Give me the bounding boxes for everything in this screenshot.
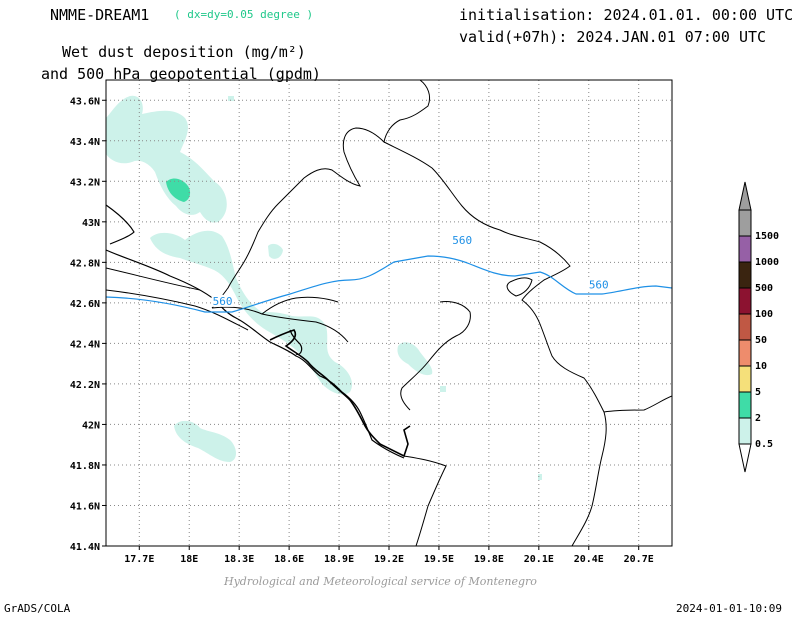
country-border [383, 141, 607, 546]
colorbar-arrow-low [738, 443, 752, 473]
coastline [269, 329, 411, 458]
colorbar-legend: 0.5 2 5 10 50 100 500 1000 1500 [738, 181, 779, 473]
colorbar-label: 2 [755, 413, 761, 424]
colorbar-swatch [738, 261, 752, 289]
colorbar-label: 1500 [755, 231, 779, 242]
colorbar-swatch [738, 391, 752, 419]
credit-text: Hydrological and Meteorological service … [224, 575, 537, 588]
lat-tick-label: 43.6N [70, 96, 100, 107]
dust-area-medium [166, 178, 191, 202]
lat-tick-label: 43.2N [70, 177, 100, 188]
footer-software: GrADS/COLA [4, 602, 71, 615]
lat-tick-label: 43N [82, 218, 100, 229]
colorbar-label: 10 [755, 361, 767, 372]
lat-tick-label: 42.8N [70, 258, 100, 269]
lon-tick-label: 19.2E [374, 554, 404, 565]
lon-tick-label: 18.6E [274, 554, 304, 565]
lon-tick-label: 20.1E [524, 554, 554, 565]
lon-tick-label: 18.3E [224, 554, 254, 565]
colorbar-swatch [738, 209, 752, 237]
map-title-line2: and 500 hPa geopotential (gpdm) [41, 65, 321, 83]
dust-area [228, 96, 234, 101]
dust-area [440, 386, 446, 392]
contour-label: 560 [452, 234, 472, 247]
dust-area [397, 342, 433, 376]
valid-time: valid(+07h): 2024.JAN.01 07:00 UTC [459, 28, 767, 46]
country-border [603, 395, 672, 413]
colorbar-label: 1000 [755, 257, 779, 268]
contour-label: 560 [589, 279, 609, 292]
colorbar-swatch [738, 313, 752, 341]
country-border [506, 277, 533, 297]
lon-tick-label: 20.7E [624, 554, 654, 565]
coastline [289, 329, 303, 355]
coastline [106, 204, 405, 459]
lon-tick-label: 18E [180, 554, 198, 565]
country-border [400, 301, 471, 411]
dust-area [268, 243, 283, 259]
lat-tick-label: 42.4N [70, 339, 100, 350]
model-resolution: ( dx=dy=0.05 degree ) [174, 8, 314, 21]
lon-tick-label: 18.9E [324, 554, 354, 565]
map-title-line1: Wet dust deposition (mg/m²) [62, 43, 306, 61]
dust-area [106, 95, 227, 223]
lat-tick-label: 41.8N [70, 461, 100, 472]
lon-tick-label: 19.8E [474, 554, 504, 565]
colorbar-label: 500 [755, 283, 773, 294]
footer-timestamp: 2024-01-01-10:09 [676, 602, 782, 615]
map-grid [106, 80, 672, 546]
lon-tick-label: 20.4E [574, 554, 604, 565]
lat-tick-label: 42N [82, 420, 100, 431]
contour-labels: 560 560 560 [211, 234, 610, 308]
contour-label-bg [587, 278, 610, 291]
contour-label: 560 [213, 295, 233, 308]
contour-label-bg [451, 234, 474, 247]
colorbar-swatch [738, 287, 752, 315]
dust-deposition-shading [106, 95, 542, 480]
axis-ticks: 17.7E 18E 18.3E 18.6E 18.9E 19.2E 19.5E 19.8E 20… [70, 96, 654, 565]
colorbar-arrow-high [738, 181, 752, 211]
lat-tick-label: 41.6N [70, 501, 100, 512]
colorbar-label: 100 [755, 309, 773, 320]
model-name: NMME-DREAM1 [50, 6, 150, 24]
country-border [211, 80, 431, 309]
dust-area [174, 420, 236, 462]
country-border [211, 296, 349, 343]
lat-tick-label: 41.4N [70, 542, 100, 553]
borders-and-coastlines [106, 80, 672, 546]
country-border [403, 455, 447, 546]
colorbar-swatch [738, 339, 752, 367]
contour-line [106, 255, 672, 313]
colorbar-swatch [738, 235, 752, 263]
initialisation-time: initialisation: 2024.01.01. 00:00 UTC [459, 6, 794, 24]
lon-tick-label: 17.7E [124, 554, 154, 565]
colorbar-label: 5 [755, 387, 761, 398]
lat-tick-label: 42.2N [70, 380, 100, 391]
lat-tick-label: 42.6N [70, 299, 100, 310]
colorbar-label: 50 [755, 335, 767, 346]
colorbar-label: 0.5 [755, 439, 773, 450]
colorbar-swatch [738, 417, 752, 445]
contour-label-bg [211, 294, 234, 307]
dust-area [150, 230, 353, 395]
land-outline [106, 267, 249, 331]
colorbar-swatch [738, 365, 752, 393]
geopotential-contour-560 [106, 255, 672, 313]
lon-tick-label: 19.5E [424, 554, 454, 565]
dust-area [538, 474, 542, 480]
lat-tick-label: 43.4N [70, 137, 100, 148]
